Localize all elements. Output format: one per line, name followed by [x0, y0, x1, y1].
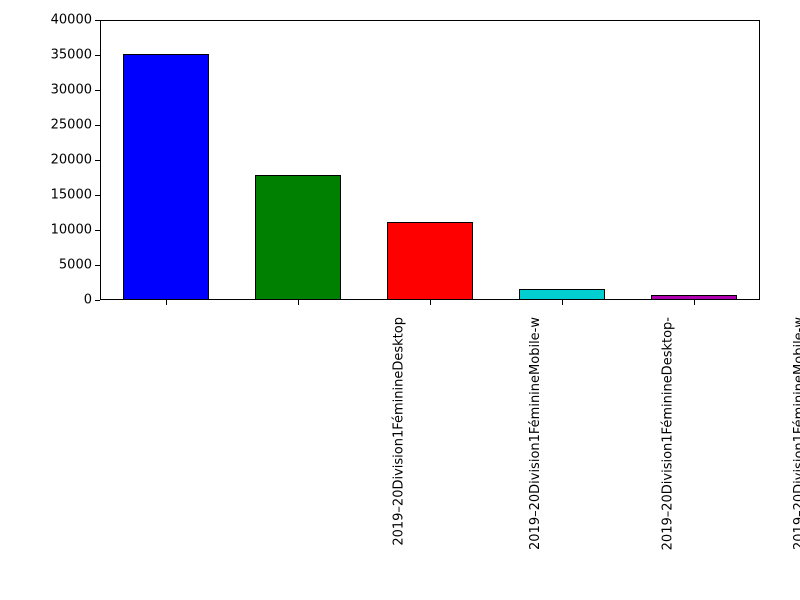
y-tick-label: 10000: [32, 223, 92, 238]
bar-chart: 0 5000 10000 15000 20000 25000 30000 35000 40000…: [0, 0, 800, 600]
y-tick-mark: [95, 20, 100, 21]
x-tick-mark: [298, 300, 299, 305]
y-tick-label: 25000: [32, 118, 92, 133]
y-tick-label: 15000: [32, 188, 92, 203]
x-tick-label: 2019–20Division1FéminineDesktop: [392, 317, 407, 546]
y-tick-label: 35000: [32, 48, 92, 63]
y-tick-mark: [95, 90, 100, 91]
y-tick-label: 0: [32, 293, 92, 308]
y-tick-label: 40000: [32, 13, 92, 28]
bar: [387, 222, 473, 300]
x-tick-label: 2019–20Division1FéminineMobile-w: [528, 317, 543, 550]
x-tick-mark: [562, 300, 563, 305]
x-tick-mark: [166, 300, 167, 305]
y-tick-mark: [95, 230, 100, 231]
x-tick-mark: [694, 300, 695, 305]
y-tick-label: 20000: [32, 153, 92, 168]
y-tick-mark: [95, 265, 100, 266]
y-tick-mark: [95, 125, 100, 126]
x-tick-mark: [430, 300, 431, 305]
y-tick-label: 30000: [32, 83, 92, 98]
x-tick-label: 2019–20Division1FéminineMobile-w: [792, 317, 800, 550]
y-tick-mark: [95, 195, 100, 196]
bar: [255, 175, 341, 300]
x-tick-label: 2019–20Division1FéminineDesktop-: [660, 317, 675, 550]
y-tick-mark: [95, 160, 100, 161]
y-tick-mark: [95, 300, 100, 301]
bar: [123, 54, 209, 300]
y-tick-mark: [95, 55, 100, 56]
y-tick-label: 5000: [32, 258, 92, 273]
bar: [519, 289, 605, 300]
